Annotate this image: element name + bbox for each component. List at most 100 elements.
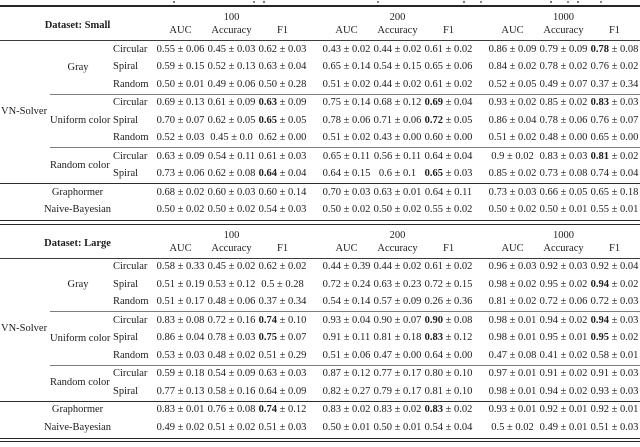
metric-std: ± 0.14 (279, 186, 307, 198)
table-separator-double-rule (0, 220, 640, 225)
metric-value-cell: 0.91 ± 0.11 (321, 330, 372, 348)
metric-std: ± 0.03 (228, 43, 256, 55)
metric-value-cell: 0.55 ± 0.02 (423, 202, 474, 220)
metric-mean: 0.56 (373, 150, 393, 162)
metric-mean: 0.92 (590, 261, 610, 272)
column-gap (474, 419, 487, 437)
metric-mean: 0.54 (258, 204, 277, 215)
metric-value-cell: 0.50 ± 0.02 (321, 202, 372, 220)
metric-mean: 0.26 (424, 296, 444, 307)
metric-mean: 0.87 (322, 368, 342, 379)
results-table-dataset-small: Dataset: Small 100 200 1000 AUC Accuracy F1 AUC… (0, 5, 640, 219)
metric-mean: 0.51 (590, 421, 610, 433)
data-row: Spiral 0.51 ± 0.19 0.53 ± 0.12 0.5 ± 0.28 0.… (0, 276, 640, 294)
column-gap (308, 419, 321, 437)
metric-mean: 0.63 (258, 97, 277, 108)
metric-mean: 0.50 (322, 421, 342, 433)
metric-std: ± 0.18 (611, 186, 639, 198)
metric-value-cell: 0.51 ± 0.06 (321, 347, 372, 365)
metric-std: ± 0.06 (228, 78, 256, 90)
metric-value-cell: 0.98 ± 0.01 (487, 383, 538, 401)
metric-std: ± 0.17 (177, 296, 205, 307)
column-gap (474, 276, 487, 294)
metric-mean: 0.41 (539, 349, 559, 361)
metric-value-cell: 0.93 ± 0.02 (487, 93, 538, 112)
metric-std: ± 0.02 (445, 204, 473, 215)
metric-mean: 0.44 (373, 43, 392, 55)
metric-mean: 0.44 (373, 261, 393, 272)
metric-std: ± 0.02 (560, 368, 588, 379)
metric-std: ± 0.27 (343, 385, 371, 397)
metric-value-cell: 0.81 ± 0.18 (372, 330, 423, 348)
metric-value-cell: 0.93 ± 0.01 (487, 400, 539, 419)
metric-std: ± 0.01 (394, 421, 422, 433)
metric-value-cell: 0.48 ± 0.00 (538, 130, 589, 148)
vertex-ordering-label: Spiral (113, 332, 139, 343)
metric-std: ± 0.07 (177, 114, 205, 126)
metric-value-cell: 0.49 ± 0.07 (538, 76, 589, 94)
metric-value-cell: 0.65 ± 0.05 (257, 112, 308, 130)
metric-value-cell: 0.72 ± 0.16 (206, 311, 258, 330)
metric-std: ± 0.04 (279, 61, 307, 72)
metric-value-cell: 0.50 ± 0.01 (538, 202, 589, 220)
graph-count-header: 1000 (553, 229, 575, 241)
metric-mean: 0.98 (488, 278, 508, 290)
metric-mean: 0.64 (424, 349, 444, 361)
metric-value-cell: 0.73 ± 0.03 (487, 183, 538, 202)
metric-mean: 0.63 (373, 278, 393, 290)
metric-value-cell: 0.60 ± 0.03 (206, 183, 257, 202)
metric-header: F1 (257, 241, 309, 259)
metric-std: ± 0.02 (177, 421, 205, 433)
metric-std: ± 0.02 (394, 404, 422, 415)
metric-mean: 0.81 (590, 150, 609, 162)
metric-std: ± 0.03 (279, 421, 307, 433)
baseline-method-label: Naive-Bayesian (43, 204, 112, 215)
metric-mean: 0.70 (156, 114, 175, 126)
metric-value-cell: 0.92 ± 0.01 (538, 400, 590, 419)
metric-value-cell: 0.61 ± 0.02 (423, 76, 474, 94)
column-gap (308, 364, 322, 383)
metric-mean: 0.78 (207, 332, 227, 343)
data-row: Uniform color Circular 0.69 ± 0.13 0.61 ± 0… (0, 93, 640, 148)
column-gap (308, 383, 321, 401)
metric-mean: 0.85 (488, 168, 507, 179)
metric-mean: 0.70 (322, 186, 341, 198)
metric-value-cell: 0.65 ± 0.14 (321, 59, 372, 77)
metric-value-cell: 0.64 ± 0.09 (257, 383, 308, 401)
metric-mean: 0.64 (258, 385, 278, 397)
data-row: Spiral 0.70 ± 0.07 0.62 ± 0.05 0.65 ± 0.05 0… (0, 112, 640, 130)
metric-std: ± 0.33 (177, 261, 205, 272)
metric-value-cell: 0.98 ± 0.01 (487, 311, 539, 330)
metric-mean: 0.43 (322, 43, 341, 55)
metric-std: ± 0.08 (177, 314, 205, 326)
dataset-label: Dataset: Large (0, 224, 156, 259)
metric-value-cell: 0.59 ± 0.15 (155, 59, 206, 77)
metric-std: ± 0.08 (228, 404, 256, 415)
metric-std: ± 0.00 (560, 132, 588, 143)
metric-mean: 0.55 (590, 204, 609, 215)
metric-mean: 0.68 (156, 186, 175, 198)
metric-header: AUC (321, 241, 373, 259)
method-label: VN-Solver (1, 323, 48, 335)
metric-value-cell: 0.81 ± 0.02 (589, 147, 640, 166)
metric-value-cell: 0.63 ± 0.23 (372, 276, 423, 294)
metric-mean: 0.79 (539, 43, 558, 55)
metric-mean: 0.94 (590, 314, 610, 326)
metric-mean: 0.37 (258, 296, 278, 307)
column-gap (308, 130, 321, 148)
metric-std: ± 0.04 (279, 168, 307, 179)
metric-std: ± 0.07 (611, 114, 639, 126)
metric-std: ± 0.02 (228, 421, 256, 433)
metric-value-cell: 0.61 ± 0.02 (423, 258, 474, 276)
metric-std: ± 0.18 (394, 332, 422, 343)
metric-value-cell: 0.44 ± 0.02 (372, 258, 423, 276)
metric-std: ± 0.06 (343, 114, 371, 126)
metric-std: ± 0.02 (509, 61, 537, 72)
metric-mean: 0.49 (539, 421, 559, 433)
metric-value-cell: 0.76 ± 0.02 (589, 59, 640, 77)
metric-value-cell: 0.62 ± 0.05 (206, 112, 257, 130)
metric-value-cell: 0.86 ± 0.04 (155, 330, 206, 348)
metric-std: ± 0.03 (509, 261, 537, 272)
metric-mean: 0.94 (590, 278, 610, 290)
metric-mean: 0.61 (207, 97, 226, 108)
